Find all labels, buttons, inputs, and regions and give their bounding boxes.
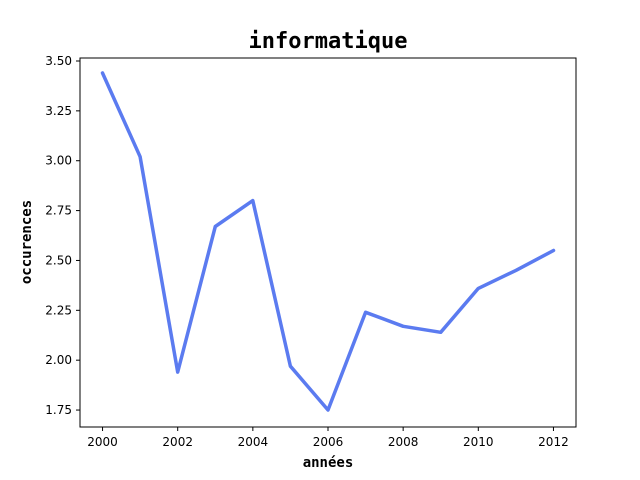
x-tick-label: 2000 — [87, 435, 118, 449]
x-axis: 2000 2002 2004 2006 2008 2010 2012 — [87, 427, 569, 449]
x-tick-label: 2010 — [463, 435, 494, 449]
y-axis-label: occurences — [19, 200, 35, 284]
x-tick-label: 2002 — [162, 435, 193, 449]
chart-title: informatique — [249, 29, 408, 54]
x-axis-label: années — [303, 455, 354, 471]
x-tick-label: 2006 — [313, 435, 344, 449]
y-tick-label: 2.25 — [45, 303, 72, 317]
y-tick-label: 2.75 — [45, 204, 72, 218]
y-tick-label: 2.50 — [45, 253, 72, 267]
y-tick-label: 3.25 — [45, 104, 72, 118]
x-tick-label: 2004 — [238, 435, 269, 449]
y-axis: 1.75 2.00 2.25 2.50 2.75 3.00 3.25 3.50 — [45, 54, 80, 417]
y-tick-label: 3.50 — [45, 54, 72, 68]
series-line — [100, 71, 556, 412]
x-tick-label: 2008 — [388, 435, 419, 449]
y-tick-label: 2.00 — [45, 353, 72, 367]
y-tick-label: 3.00 — [45, 154, 72, 168]
y-tick-label: 1.75 — [45, 403, 72, 417]
x-tick-label: 2012 — [538, 435, 569, 449]
